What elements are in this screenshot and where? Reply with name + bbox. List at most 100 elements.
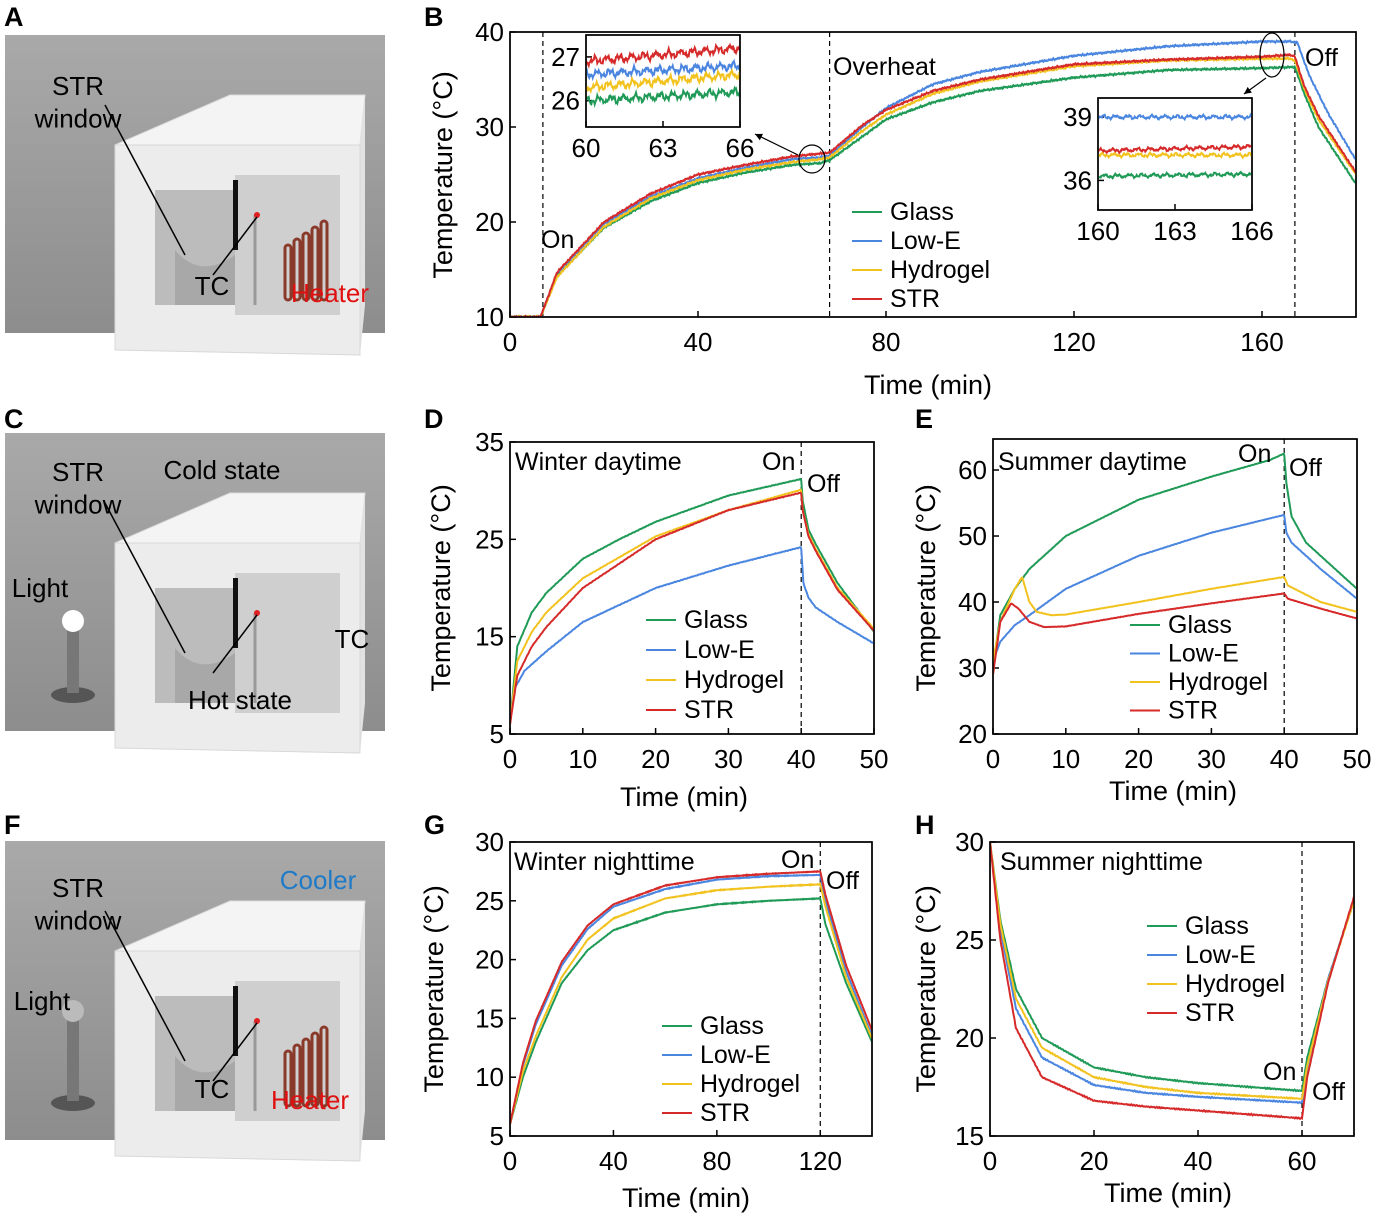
photo-label: Light — [12, 573, 69, 603]
panel-letter-C: C — [4, 404, 24, 434]
y-tick-label: 25 — [475, 886, 504, 916]
x-tick-label: 40 — [1270, 744, 1299, 774]
x-tick-label: 10 — [1051, 744, 1080, 774]
series-line-low-e — [510, 546, 874, 725]
x-tick-label: 160 — [1076, 216, 1119, 246]
photo-label: STR window — [34, 457, 122, 520]
series-line-hydrogel — [1098, 150, 1252, 160]
str-window-film — [175, 1056, 235, 1111]
lamp-base — [51, 1095, 95, 1111]
y-tick-label: 39 — [1063, 102, 1092, 132]
x-tick-label: 160 — [1240, 327, 1283, 357]
y-axis-title: Temperature (°C) — [911, 484, 941, 691]
series-line-hydrogel — [510, 881, 872, 1125]
y-tick-label: 25 — [475, 524, 504, 554]
leader-line — [104, 502, 186, 654]
x-tick-label: 30 — [1197, 744, 1226, 774]
legend-label: Hydrogel — [1168, 668, 1268, 696]
y-tick-label: 10 — [475, 302, 504, 332]
panel-letter-H: H — [915, 810, 935, 840]
y-axis-title: Temperature (°C) — [419, 885, 449, 1092]
x-tick-label: 30 — [714, 744, 743, 774]
x-tick-label: 63 — [649, 133, 678, 163]
y-axis-title: Temperature (°C) — [426, 484, 456, 691]
series-line-hydrogel — [990, 842, 1354, 1100]
legend-label: STR — [890, 285, 940, 313]
legend-label: Glass — [1168, 611, 1232, 639]
series-line-glass — [1098, 170, 1252, 181]
chart-panel-H: 0 20 40 60 15 20 25 30 H Time (min) Temperature (°… — [911, 810, 1355, 1208]
y-tick-label: 5 — [490, 719, 504, 749]
series-line-str — [586, 42, 740, 69]
legend-label: Glass — [890, 198, 954, 226]
panel-letter-E: E — [915, 404, 933, 434]
leader-line — [104, 104, 186, 256]
legend-label: Low-E — [1168, 640, 1239, 668]
y-tick-label: 20 — [955, 1023, 984, 1053]
plot-border — [992, 438, 1358, 735]
y-tick-label: 5 — [490, 1121, 504, 1151]
plot-frame — [989, 841, 1355, 1137]
chart-title: Summer daytime — [998, 448, 1187, 476]
panel-letter-A: A — [4, 2, 24, 32]
heater-coil — [301, 231, 311, 302]
zoom-arrow — [1243, 77, 1267, 95]
series-line-str — [993, 592, 1357, 675]
x-tick-label: 40 — [684, 327, 713, 357]
annotation-on: On — [762, 448, 795, 476]
panel-letter-G: G — [424, 810, 445, 840]
x-tick-label: 40 — [1184, 1146, 1213, 1176]
series-line-str — [510, 869, 872, 1125]
x-tick-label: 0 — [986, 744, 1000, 774]
x-tick-label: 120 — [799, 1146, 842, 1176]
x-tick-label: 50 — [1343, 744, 1372, 774]
chart-title: Winter daytime — [515, 448, 682, 476]
series-line-low-e — [990, 842, 1354, 1105]
y-tick-label: 40 — [475, 17, 504, 47]
chart-panel-E: 0 10 20 30 40 50 20 30 40 50 60 E Time (min) Temperat… — [911, 404, 1371, 806]
legend-label: Low-E — [890, 227, 961, 255]
y-tick-label: 27 — [551, 42, 580, 72]
heater-coil — [319, 1025, 329, 1108]
plot-border — [509, 841, 873, 1137]
str-window-film — [175, 648, 235, 703]
legend-label: Glass — [700, 1012, 764, 1040]
x-tick-label: 20 — [1124, 744, 1153, 774]
series-line-low-e — [510, 873, 872, 1125]
legend-label: Hydrogel — [684, 666, 784, 694]
y-tick-label: 25 — [955, 925, 984, 955]
legend-label: Low-E — [1185, 941, 1256, 969]
leader-line — [104, 910, 186, 1062]
photo-label: TC — [335, 624, 370, 654]
y-tick-label: 26 — [551, 86, 580, 116]
x-tick-label: 20 — [1080, 1146, 1109, 1176]
series-line-low-e — [510, 38, 1356, 317]
x-tick-label: 80 — [872, 327, 901, 357]
photo-label: Heater — [291, 278, 369, 308]
x-tick-label: 20 — [641, 744, 670, 774]
x-tick-label: 40 — [787, 744, 816, 774]
y-tick-label: 20 — [958, 719, 987, 749]
series-line-glass — [510, 477, 874, 725]
lamp-pole — [67, 621, 79, 693]
heater-coil — [292, 1043, 302, 1108]
light-bulb-icon — [62, 1000, 84, 1022]
x-tick-label: 120 — [1052, 327, 1095, 357]
panel-letter-D: D — [424, 404, 444, 434]
legend-label: STR — [684, 696, 734, 724]
zoom-circle — [798, 144, 826, 174]
chart-panel-G: 0 40 80 120 5 10 15 20 25 30 G Time (min) Temperatur… — [419, 810, 873, 1213]
legend-label: STR — [700, 1099, 750, 1127]
plot-frame — [585, 34, 741, 128]
leader-line — [212, 1022, 258, 1082]
photo-label: TC — [195, 271, 230, 301]
chart-title: Summer nighttime — [1000, 848, 1203, 876]
series-line-glass — [990, 842, 1354, 1093]
panel-letter-F: F — [4, 810, 21, 840]
annotation-off: Off — [1289, 454, 1322, 482]
plot-border — [989, 841, 1355, 1137]
x-tick-label: 60 — [1288, 1146, 1317, 1176]
x-tick-label: 0 — [503, 327, 517, 357]
y-tick-label: 20 — [475, 945, 504, 975]
